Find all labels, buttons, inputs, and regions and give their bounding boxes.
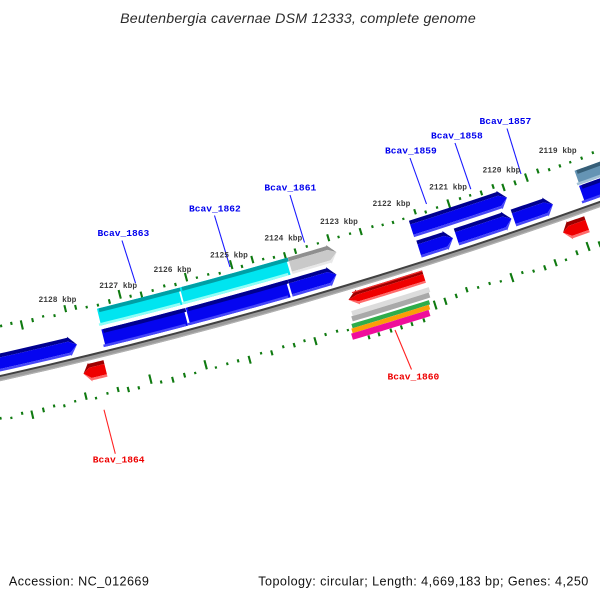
- svg-text:Bcav_1864: Bcav_1864: [93, 455, 145, 466]
- svg-text:Topology: circular; Length: 4,: Topology: circular; Length: 4,669,183 bp…: [258, 575, 588, 589]
- svg-text:2125 kbp: 2125 kbp: [210, 252, 248, 261]
- svg-text:2127 kbp: 2127 kbp: [99, 282, 137, 291]
- svg-text:2120 kbp: 2120 kbp: [483, 167, 521, 176]
- svg-text:Bcav_1857: Bcav_1857: [480, 116, 532, 127]
- svg-text:Bcav_1861: Bcav_1861: [264, 183, 316, 194]
- svg-text:2123 kbp: 2123 kbp: [320, 218, 358, 227]
- svg-text:2126 kbp: 2126 kbp: [154, 266, 192, 275]
- svg-text:2124 kbp: 2124 kbp: [264, 235, 302, 244]
- svg-text:Bcav_1860: Bcav_1860: [388, 372, 440, 383]
- svg-text:Bcav_1862: Bcav_1862: [189, 204, 241, 215]
- svg-text:Bcav_1859: Bcav_1859: [385, 145, 437, 156]
- svg-text:Bcav_1863: Bcav_1863: [98, 228, 150, 239]
- svg-text:2119 kbp: 2119 kbp: [539, 147, 577, 156]
- svg-text:2128 kbp: 2128 kbp: [39, 296, 77, 305]
- svg-text:2122 kbp: 2122 kbp: [373, 200, 411, 209]
- svg-text:Accession: NC_012669: Accession: NC_012669: [9, 575, 149, 589]
- svg-text:Bcav_1858: Bcav_1858: [431, 130, 483, 141]
- svg-text:2121 kbp: 2121 kbp: [429, 184, 467, 193]
- svg-text:Beutenbergia cavernae DSM 1233: Beutenbergia cavernae DSM 12333, complet…: [120, 11, 476, 27]
